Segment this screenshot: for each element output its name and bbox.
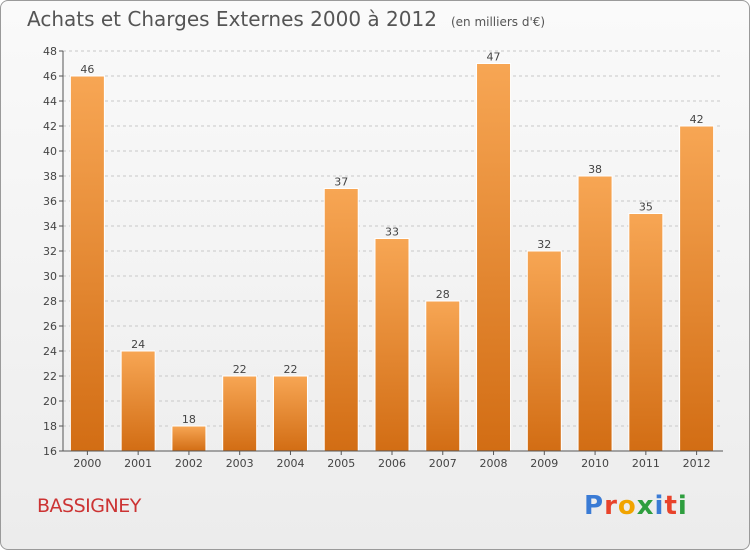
- bar: [679, 125, 715, 452]
- y-tick-label: 44: [43, 95, 57, 108]
- bar: [628, 213, 664, 452]
- bar: [272, 375, 308, 452]
- commune-name: BASSIGNEY: [37, 495, 141, 517]
- y-tick-label: 46: [43, 70, 57, 83]
- x-tick-label: 2003: [226, 457, 254, 470]
- brand-logo-letter: P: [584, 491, 605, 521]
- bar-value-label: 37: [334, 176, 348, 189]
- x-tick-label: 2012: [683, 457, 711, 470]
- bar-value-label: 42: [690, 113, 704, 126]
- bar-value-label: 28: [436, 288, 450, 301]
- y-tick-label: 34: [43, 220, 57, 233]
- bar: [171, 425, 207, 452]
- bar: [577, 175, 613, 452]
- x-tick-label: 2006: [378, 457, 406, 470]
- brand-logo-letter: t: [664, 491, 678, 521]
- bar-value-label: 22: [233, 363, 247, 376]
- chart-title: Achats et Charges Externes 2000 à 2012: [27, 7, 437, 31]
- y-tick-label: 22: [43, 370, 57, 383]
- y-tick-label: 26: [43, 320, 57, 333]
- y-tick-label: 28: [43, 295, 57, 308]
- y-tick-label: 30: [43, 270, 57, 283]
- bar: [69, 75, 105, 452]
- bar: [425, 300, 461, 452]
- bar-value-label: 24: [131, 338, 145, 351]
- bar: [374, 238, 410, 452]
- x-tick-label: 2001: [124, 457, 152, 470]
- y-tick-label: 20: [43, 395, 57, 408]
- bar: [476, 63, 512, 452]
- x-tick-label: 2008: [480, 457, 508, 470]
- y-tick-label: 36: [43, 195, 57, 208]
- brand-logo-letter: r: [604, 491, 618, 521]
- y-tick-label: 18: [43, 420, 57, 433]
- x-tick-label: 2004: [276, 457, 304, 470]
- x-tick-label: 2005: [327, 457, 355, 470]
- bar: [120, 350, 156, 452]
- bar-value-label: 32: [537, 238, 551, 251]
- y-tick-label: 24: [43, 345, 57, 358]
- bar-value-label: 47: [487, 51, 501, 64]
- bar: [222, 375, 258, 452]
- y-tick-label: 42: [43, 120, 57, 133]
- bar: [323, 188, 359, 452]
- y-tick-label: 48: [43, 45, 57, 58]
- title-row: Achats et Charges Externes 2000 à 2012 (e…: [27, 7, 545, 31]
- y-tick-label: 16: [43, 445, 57, 458]
- brand-logo-letter: o: [617, 491, 637, 521]
- y-tick-label: 32: [43, 245, 57, 258]
- brand-logo-letter: i: [654, 491, 665, 521]
- bar: [526, 250, 562, 452]
- brand-logo-letter: i: [677, 491, 688, 521]
- bar-value-label: 38: [588, 163, 602, 176]
- brand-logo-letter: x: [636, 491, 655, 521]
- y-tick-label: 40: [43, 145, 57, 158]
- y-tick-label: 38: [43, 170, 57, 183]
- x-tick-label: 2007: [429, 457, 457, 470]
- x-tick-label: 2002: [175, 457, 203, 470]
- x-tick-label: 2000: [73, 457, 101, 470]
- bar-value-label: 22: [283, 363, 297, 376]
- x-tick-label: 2010: [581, 457, 609, 470]
- bar-value-label: 46: [80, 63, 94, 76]
- bar-value-label: 18: [182, 413, 196, 426]
- chart-unit: (en milliers d'€): [450, 15, 546, 29]
- x-tick-label: 2011: [632, 457, 660, 470]
- bar-value-label: 33: [385, 226, 399, 239]
- brand-logo: Proxiti: [584, 491, 688, 521]
- x-tick-label: 2009: [530, 457, 558, 470]
- bar-value-label: 35: [639, 201, 653, 214]
